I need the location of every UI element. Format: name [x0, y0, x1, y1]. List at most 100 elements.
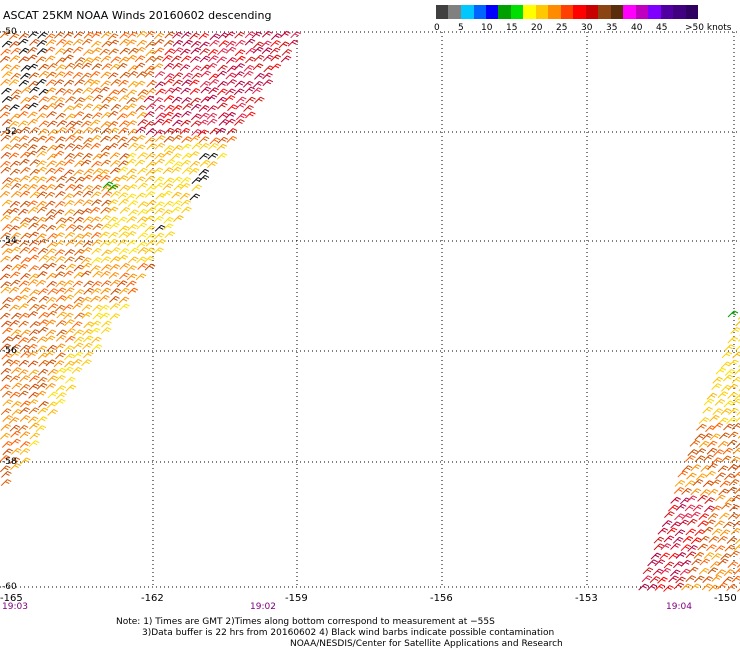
wind-barb: [685, 551, 697, 559]
wind-barb: [19, 344, 31, 352]
wind-barb: [235, 39, 246, 47]
wind-barb: [180, 199, 191, 207]
wind-barb: [707, 513, 719, 520]
wind-barb: [117, 239, 128, 247]
wind-barb: [687, 544, 698, 552]
wind-barb: [73, 336, 85, 344]
wind-barb: [145, 49, 156, 57]
wind-barb: [690, 488, 702, 496]
wind-barb: [63, 54, 74, 62]
wind-barb: [727, 464, 739, 471]
legend-swatch-20: [673, 5, 686, 19]
wind-barb: [73, 31, 85, 39]
wind-barb: [154, 201, 165, 209]
wind-barb: [38, 401, 49, 408]
wind-barb: [702, 526, 714, 534]
wind-barb: [107, 96, 119, 104]
wind-barb: [46, 153, 58, 161]
wind-barb: [0, 479, 12, 486]
wind-barb: [673, 487, 685, 494]
wind-barb: [171, 86, 182, 94]
wind-barb: [715, 472, 726, 480]
wind-barb: [28, 95, 39, 103]
wind-barb: [27, 200, 38, 208]
wind-barb: [47, 368, 59, 376]
wind-barb: [9, 41, 20, 48]
wind-barb: [72, 224, 84, 232]
wind-barb: [100, 280, 112, 288]
wind-barb: [11, 334, 22, 342]
wind-barb: [9, 160, 21, 168]
wind-barb: [27, 136, 39, 144]
wind-barb: [730, 327, 740, 334]
wind-barb: [681, 487, 692, 495]
wind-barb: [110, 56, 122, 64]
wind-barb: [170, 55, 182, 63]
wind-barb: [107, 110, 119, 118]
wind-barb: [92, 168, 104, 175]
legend-swatch-8: [523, 5, 536, 19]
wind-barb: [718, 488, 729, 496]
wind-barb: [29, 375, 40, 383]
wind-barb: [699, 535, 710, 543]
wind-barb: [668, 552, 679, 560]
wind-barb: [10, 232, 21, 240]
wind-barb: [699, 489, 711, 496]
wind-barb: [152, 55, 164, 63]
wind-barb: [63, 169, 75, 177]
wind-barb: [724, 497, 736, 505]
wind-barb: [28, 369, 39, 377]
wind-barb: [659, 552, 670, 560]
wind-barb: [19, 246, 30, 254]
wind-barb: [687, 449, 699, 456]
wind-barb: [47, 288, 58, 296]
wind-barb: [19, 240, 30, 248]
wind-barb: [0, 255, 11, 263]
wind-barb: [128, 47, 139, 55]
wind-barb: [56, 120, 67, 127]
wind-barb: [200, 86, 212, 94]
wind-barb: [44, 191, 56, 199]
wind-barb: [290, 31, 301, 39]
wind-barb: [171, 134, 183, 142]
wind-barb: [64, 287, 75, 295]
wind-barb: [81, 232, 93, 239]
wind-barb: [723, 569, 735, 576]
wind-barb: [27, 63, 39, 71]
wind-barb: [92, 304, 103, 312]
wind-barb: [28, 175, 40, 183]
wind-barb: [72, 72, 84, 79]
wind-barb: [72, 46, 84, 54]
wind-barb: [36, 40, 48, 47]
wind-barb: [657, 576, 668, 584]
wind-barb: [234, 119, 245, 126]
wind-barb: [181, 79, 192, 87]
wind-barb: [0, 424, 12, 431]
wind-barb: [28, 329, 40, 337]
wind-barb: [731, 398, 740, 406]
wind-barb: [45, 209, 57, 216]
wind-barb: [65, 335, 76, 343]
wind-barb: [705, 470, 716, 478]
wind-barb: [226, 57, 237, 64]
wind-barb: [216, 56, 227, 64]
wind-barb: [245, 111, 256, 119]
wind-barb: [17, 208, 29, 216]
wind-barb: [8, 417, 20, 424]
wind-barb: [209, 39, 220, 47]
wind-barb: [721, 502, 732, 510]
wind-barb: [244, 31, 256, 39]
wind-barb: [689, 439, 701, 447]
wind-barb: [144, 175, 156, 183]
wind-barb: [209, 33, 221, 41]
wind-barb: [735, 442, 740, 449]
wind-barb: [64, 62, 76, 70]
wind-barb: [46, 310, 58, 318]
wind-barb: [46, 262, 57, 270]
wind-barb: [64, 159, 75, 166]
wind-barb: [54, 271, 65, 279]
wind-barb: [18, 303, 29, 311]
wind-barb: [224, 95, 236, 102]
wind-barb: [74, 312, 85, 320]
wind-barb: [728, 479, 740, 486]
